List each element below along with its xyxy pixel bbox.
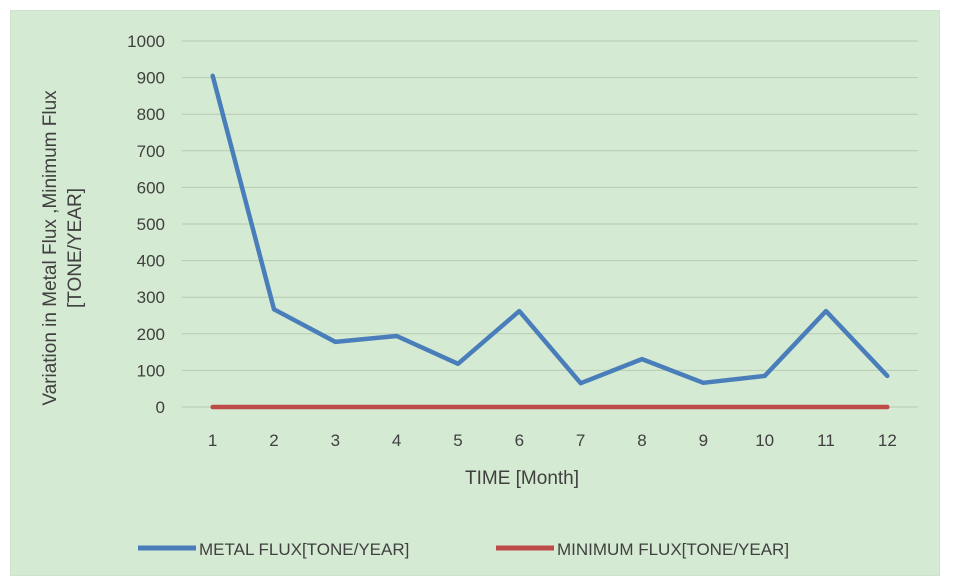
- series-lines: [210, 73, 890, 410]
- y-tick-label: 300: [137, 288, 165, 307]
- chart-background: [9, 9, 941, 577]
- x-tick-label: 4: [392, 431, 401, 450]
- x-tick-label: 1: [208, 431, 217, 450]
- x-tick-label: 7: [576, 431, 585, 450]
- legend-label-minimum-flux: MINIMUM FLUX[TONE/YEAR]: [557, 540, 789, 559]
- y-tick-label: 500: [137, 215, 165, 234]
- x-tick-label: 10: [755, 431, 774, 450]
- x-axis-label: TIME [Month]: [465, 468, 579, 489]
- y-tick-label: 600: [137, 178, 165, 197]
- y-tick-label: 0: [156, 398, 165, 417]
- x-tick-label: 6: [515, 431, 524, 450]
- y-axis-ticks: 0 100 200 300 400 500 600 700 800 900 1000: [127, 32, 165, 417]
- y-axis-label-line-2: [TONE/YEAR]: [65, 188, 86, 308]
- x-tick-label: 5: [453, 431, 462, 450]
- x-tick-label: 9: [699, 431, 708, 450]
- y-axis-label-line-1: Variation in Metal Flux ,Minimum Flux: [40, 90, 61, 406]
- x-tick-label: 3: [331, 431, 340, 450]
- y-tick-label: 800: [137, 105, 165, 124]
- y-tick-label: 700: [137, 142, 165, 161]
- y-tick-label: 1000: [127, 32, 165, 51]
- y-tick-label: 200: [137, 325, 165, 344]
- y-tick-label: 400: [137, 252, 165, 271]
- y-tick-label: 100: [137, 361, 165, 380]
- x-tick-label: 11: [817, 431, 835, 450]
- x-tick-label: 8: [637, 431, 646, 450]
- legend: METAL FLUX[TONE/YEAR] MINIMUM FLUX[TONE/…: [138, 540, 789, 559]
- y-tick-label: 900: [137, 69, 165, 88]
- x-axis-ticks: 1 2 3 4 5 6 7 8 9 10 11 12: [208, 431, 897, 450]
- legend-label-metal-flux: METAL FLUX[TONE/YEAR]: [199, 540, 409, 559]
- x-tick-label: 12: [878, 431, 897, 450]
- x-tick-label: 2: [269, 431, 278, 450]
- series-line-metal-flux: [210, 73, 890, 386]
